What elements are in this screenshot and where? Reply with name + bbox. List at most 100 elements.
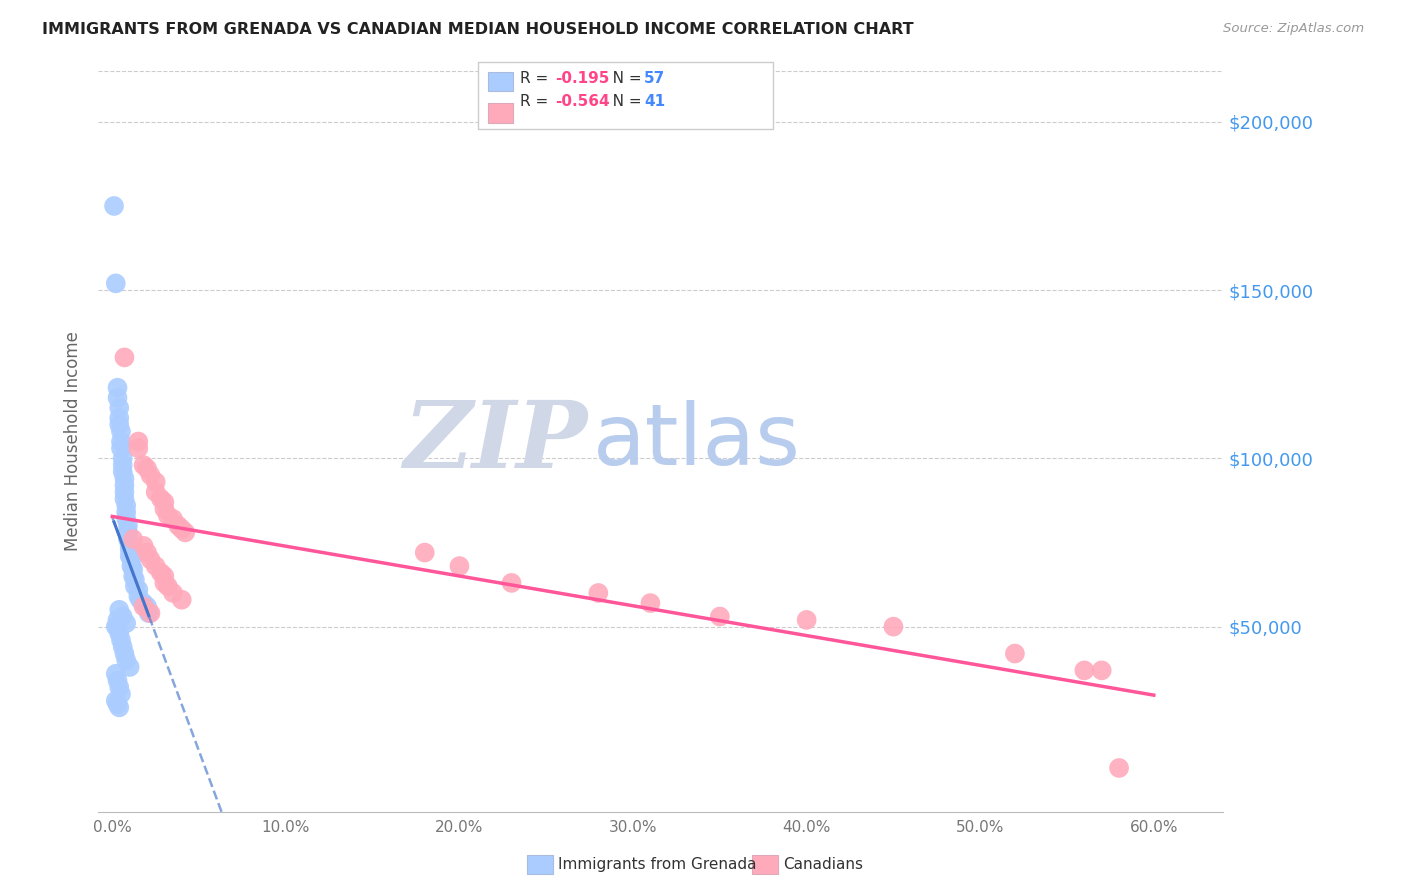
Point [136, 461, 159, 475]
Point [139, 552, 162, 566]
Point [120, 559, 142, 574]
Point [108, 411, 131, 425]
Point [796, 613, 818, 627]
Point [115, 616, 138, 631]
Point [127, 590, 149, 604]
Point [170, 592, 193, 607]
Text: atlas: atlas [593, 400, 801, 483]
Point [124, 579, 146, 593]
Point [1073, 664, 1095, 678]
Point [108, 417, 131, 432]
Point [111, 465, 134, 479]
Point [132, 458, 155, 472]
Point [122, 562, 145, 576]
Point [588, 586, 610, 600]
Point [162, 512, 184, 526]
Text: N =: N = [598, 95, 645, 109]
Point [136, 599, 159, 614]
Point [501, 575, 523, 590]
Point [110, 434, 132, 449]
Point [110, 442, 132, 456]
Point [124, 573, 146, 587]
Point [104, 277, 127, 291]
Point [108, 680, 131, 694]
Text: -0.564: -0.564 [555, 95, 610, 109]
Point [118, 549, 141, 563]
Text: ZIP: ZIP [404, 397, 588, 486]
Point [413, 546, 436, 560]
Text: R =: R = [520, 95, 558, 109]
Point [107, 697, 129, 711]
Point [145, 485, 167, 500]
Point [153, 501, 176, 516]
Point [108, 700, 131, 714]
Point [114, 647, 136, 661]
Point [156, 508, 179, 523]
Text: Immigrants from Grenada: Immigrants from Grenada [558, 857, 756, 871]
Point [129, 592, 152, 607]
Point [110, 633, 132, 648]
Point [115, 512, 138, 526]
Point [108, 401, 131, 415]
Point [149, 491, 172, 506]
Point [127, 582, 149, 597]
Point [115, 653, 138, 667]
Point [117, 532, 139, 546]
Point [108, 626, 131, 640]
Point [111, 609, 134, 624]
Point [709, 609, 731, 624]
Point [139, 606, 162, 620]
Point [104, 666, 127, 681]
Point [114, 351, 136, 365]
Point [117, 518, 139, 533]
Point [118, 539, 141, 553]
Point [167, 518, 190, 533]
Point [153, 495, 176, 509]
Point [127, 434, 149, 449]
Point [127, 442, 149, 456]
Point [145, 475, 167, 489]
Text: N =: N = [598, 71, 645, 87]
Text: 41: 41 [644, 95, 665, 109]
Point [103, 199, 125, 213]
Point [153, 575, 176, 590]
Point [107, 613, 129, 627]
Point [111, 451, 134, 466]
Point [170, 522, 193, 536]
Point [122, 532, 145, 546]
Point [139, 468, 162, 483]
Point [118, 542, 141, 557]
Point [882, 620, 904, 634]
Y-axis label: Median Household Income: Median Household Income [65, 332, 83, 551]
Point [132, 596, 155, 610]
Point [110, 687, 132, 701]
Text: IMMIGRANTS FROM GRENADA VS CANADIAN MEDIAN HOUSEHOLD INCOME CORRELATION CHART: IMMIGRANTS FROM GRENADA VS CANADIAN MEDI… [42, 22, 914, 37]
Point [115, 499, 138, 513]
Point [156, 579, 179, 593]
Point [136, 546, 159, 560]
Text: -0.195: -0.195 [555, 71, 610, 87]
Point [449, 559, 471, 574]
Point [108, 603, 131, 617]
Point [114, 485, 136, 500]
Point [132, 599, 155, 614]
Point [104, 694, 127, 708]
Point [1108, 761, 1130, 775]
Point [149, 566, 172, 580]
Text: 57: 57 [644, 71, 665, 87]
Point [107, 391, 129, 405]
Point [111, 458, 134, 472]
Point [174, 525, 197, 540]
Point [145, 559, 167, 574]
Point [132, 539, 155, 553]
Point [111, 640, 134, 654]
Point [114, 491, 136, 506]
Point [107, 673, 129, 688]
Point [153, 569, 176, 583]
Text: Canadians: Canadians [783, 857, 863, 871]
Point [122, 569, 145, 583]
Point [138, 606, 160, 620]
Point [640, 596, 662, 610]
Point [120, 552, 142, 566]
Point [1004, 647, 1026, 661]
